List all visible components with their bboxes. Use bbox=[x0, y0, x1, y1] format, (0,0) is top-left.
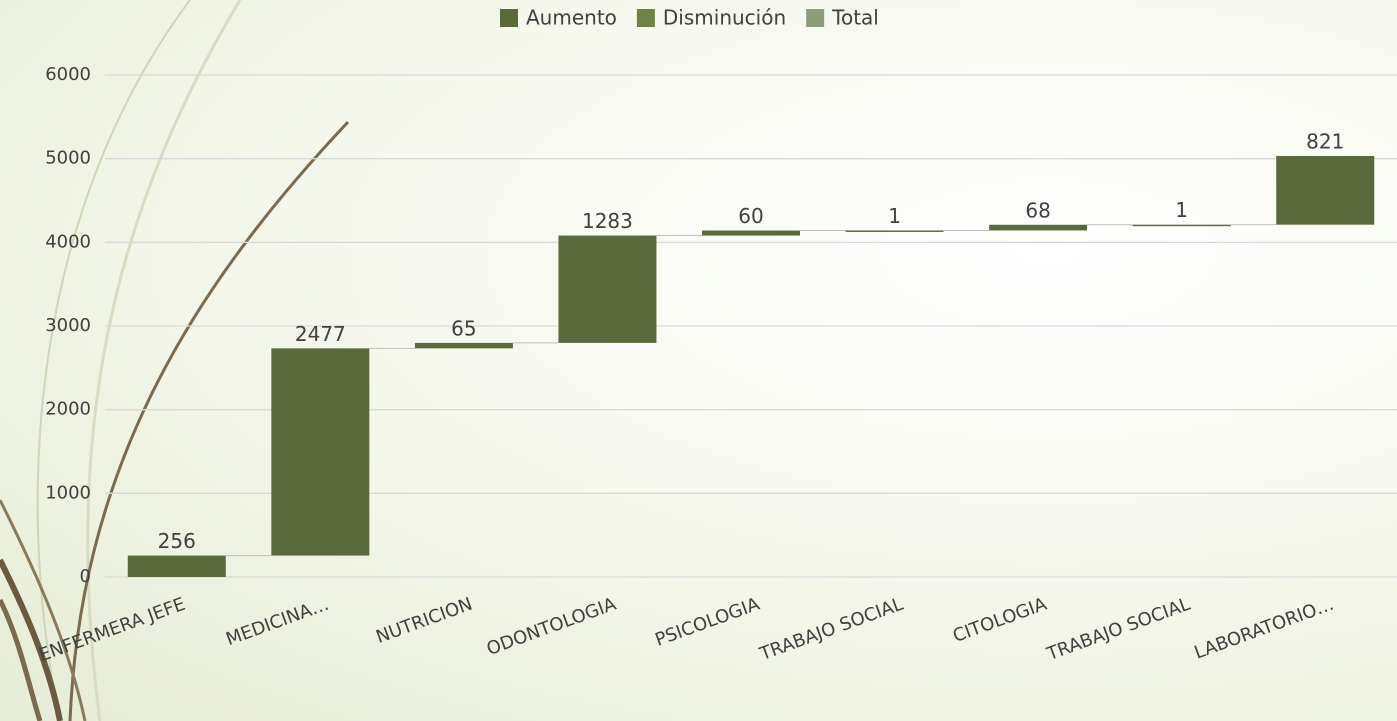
data-label: 256 bbox=[158, 529, 196, 553]
y-tick-label: 0 bbox=[80, 566, 91, 587]
x-tick-label: ODONTOLOGIA bbox=[484, 593, 620, 659]
legend: Aumento Disminución Total bbox=[500, 6, 879, 30]
legend-label: Disminución bbox=[663, 6, 786, 30]
legend-label: Total bbox=[831, 6, 879, 30]
legend-swatch bbox=[500, 9, 518, 27]
x-tick-label: TRABAJO SOCIAL bbox=[756, 594, 906, 666]
data-label: 1283 bbox=[582, 209, 633, 233]
y-tick-label: 3000 bbox=[45, 315, 91, 336]
bar bbox=[128, 556, 226, 577]
data-label: 68 bbox=[1025, 198, 1050, 222]
x-tick-label: CITOLOGIA bbox=[950, 593, 1050, 647]
data-label: 1 bbox=[1175, 198, 1188, 222]
bar bbox=[558, 236, 656, 343]
legend-label: Aumento bbox=[526, 6, 617, 30]
x-tick-label: MEDICINA… bbox=[223, 594, 331, 651]
data-label: 60 bbox=[738, 204, 763, 228]
bar bbox=[846, 230, 944, 232]
y-tick-label: 4000 bbox=[45, 231, 91, 252]
data-label: 65 bbox=[451, 316, 476, 340]
bar bbox=[271, 348, 369, 555]
y-tick-label: 1000 bbox=[45, 482, 91, 503]
x-tick-label: TRABAJO SOCIAL bbox=[1043, 594, 1193, 666]
y-tick-label: 5000 bbox=[45, 148, 91, 169]
y-tick-label: 2000 bbox=[45, 399, 91, 420]
data-label: 1 bbox=[888, 204, 901, 228]
chart: Aumento Disminución Total 0 1000 2000 3000 400… bbox=[0, 0, 1397, 721]
bar bbox=[1276, 156, 1374, 225]
y-tick-label: 6000 bbox=[45, 64, 91, 85]
bar bbox=[989, 225, 1087, 231]
x-tick-label: PSICOLOGIA bbox=[652, 593, 763, 650]
x-tick-label: NUTRICION bbox=[373, 594, 475, 648]
legend-swatch bbox=[806, 9, 824, 27]
legend-swatch bbox=[637, 9, 655, 27]
bar bbox=[702, 231, 800, 236]
x-tick-label: LABORATORIO… bbox=[1192, 594, 1337, 664]
bar bbox=[415, 343, 513, 348]
bar bbox=[1133, 225, 1231, 227]
data-label: 821 bbox=[1306, 129, 1344, 153]
data-label: 2477 bbox=[295, 322, 346, 346]
